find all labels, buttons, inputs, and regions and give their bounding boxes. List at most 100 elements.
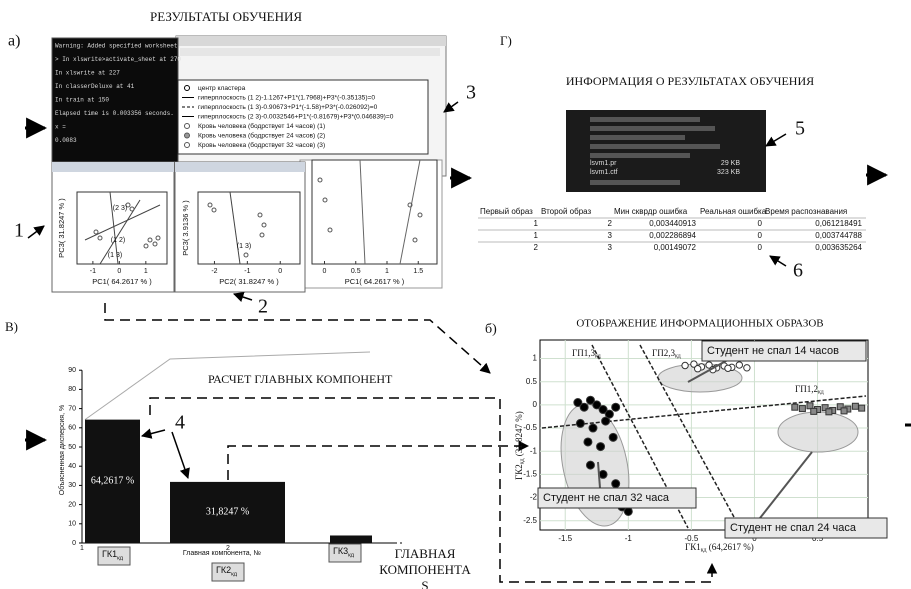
data-point: [624, 507, 632, 515]
table-cell: 1: [534, 219, 539, 228]
legend-entry: Студент не спал 32 часа: [543, 492, 670, 504]
bar-value-label: 31,8247 %: [206, 507, 249, 518]
data-point: [859, 405, 865, 411]
data-point: [682, 362, 688, 368]
plot-annotation: (2 3): [113, 205, 127, 212]
legend-swatch: [185, 143, 190, 148]
console-line: Warning: Added specified worksheet.: [55, 43, 181, 50]
x-axis-label: PC1( 64.2617 % ): [345, 277, 405, 286]
panel-label: В): [5, 319, 18, 334]
data-point: [799, 406, 805, 412]
legend-entry: Кровь человека (бодрствует 14 часов) (1): [198, 122, 325, 130]
legend-entry: Кровь человека (бодрствует 24 часов) (2): [198, 131, 325, 139]
table-cell: 0: [758, 231, 763, 240]
data-point: [792, 404, 798, 410]
cluster-region: [778, 412, 858, 452]
console-line: x =: [55, 124, 66, 131]
legend-entry: гиперплоскость (1 2)-1.1267+P1*(1.7968)+…: [198, 94, 375, 101]
data-point: [576, 419, 584, 427]
plot-annotation: (1 3): [237, 243, 251, 250]
y-tick-label: 30: [68, 482, 76, 489]
legend-entry: гиперплоскость (1 3)-0.90673+P1*(-1.58)+…: [198, 104, 378, 111]
bar: [330, 535, 372, 543]
data-point: [612, 480, 620, 488]
callout-number: 5: [795, 118, 805, 140]
y-axis-label: PC3( 3.9136 % ): [181, 200, 190, 256]
table-cell: 0,003635264: [815, 243, 862, 252]
x-tick-label: 0: [117, 268, 121, 275]
callout-number: 2: [258, 296, 268, 318]
console-line: In classerDeluxe at 41: [55, 83, 135, 90]
table-cell: 1: [534, 231, 539, 240]
console-line: Elapsed time is 0.003356 seconds.: [55, 110, 174, 117]
axis-note: ГЛАВНАЯ: [395, 546, 456, 561]
legend-entry: центр кластера: [198, 85, 246, 92]
legend-entry: Студент не спал 14 часов: [707, 345, 839, 357]
y-tick-label: 40: [68, 463, 76, 470]
table-cell: 0,061218491: [815, 219, 862, 228]
panel-label: а): [8, 33, 20, 50]
y-tick-label: 60: [68, 425, 76, 432]
y-tick-label: 0.5: [526, 377, 538, 386]
panel-label: Г): [500, 33, 512, 48]
x-tick-label: 0: [323, 268, 327, 275]
x-tick-label: -1.5: [558, 534, 572, 543]
legend-swatch: [185, 133, 190, 138]
y-tick-label: -2: [530, 493, 538, 502]
data-point: [852, 403, 858, 409]
data-point: [586, 461, 594, 469]
y-tick-label: 50: [68, 444, 76, 451]
data-point: [580, 403, 588, 411]
data-point: [589, 424, 597, 432]
table-cell: 0,00149072: [654, 243, 697, 252]
figure: РЕЗУЛЬТАТЫ ОБУЧЕНИЯ а) Warning: Added spec…: [0, 0, 911, 589]
table-cell: 0,003440913: [649, 219, 696, 228]
panel-label: б): [485, 322, 497, 337]
panel-title: РЕЗУЛЬТАТЫ ОБУЧЕНИЯ: [150, 9, 302, 24]
callout-number: 3: [466, 82, 476, 104]
y-tick-label: -1: [530, 446, 538, 455]
x-tick-label: -1: [90, 268, 96, 275]
panel-title: РАСЧЕТ ГЛАВНЫХ КОМПОНЕНТ: [208, 372, 393, 386]
y-tick-label: 10: [68, 521, 76, 528]
y-tick-label: 20: [68, 501, 76, 508]
table-cell: 2: [534, 243, 539, 252]
legend-swatch: [185, 86, 190, 91]
file-size: 29 KB: [721, 160, 740, 167]
x-tick-label: 0: [278, 268, 282, 275]
legend-entry: Студент не спал 24 часа: [730, 522, 857, 534]
callout-number: 4: [175, 412, 185, 434]
data-point: [597, 443, 605, 451]
table-cell: 0: [758, 243, 763, 252]
x-tick-label: 1: [144, 268, 148, 275]
y-tick-label: 90: [68, 367, 76, 374]
legend-entry: Кровь человека (бодрствует 32 часов) (3): [198, 141, 325, 149]
file-name: lsvm1.pr: [590, 160, 617, 167]
table-cell: 3: [608, 231, 613, 240]
data-point: [694, 366, 700, 372]
axis-note: КОМПОНЕНТА: [379, 562, 471, 577]
file-name: lsvm1.ctf: [590, 169, 618, 176]
plot-annotation: (1 2): [111, 237, 125, 244]
x-axis-label: PC1( 64.2617 % ): [92, 277, 152, 286]
data-point: [811, 408, 817, 414]
x-tick-label: 2: [226, 545, 230, 552]
x-axis-label: PC2( 31.8247 % ): [219, 277, 279, 286]
console-line: > In xlswrite>activate_sheet at 270: [55, 56, 181, 63]
data-point: [841, 408, 847, 414]
x-tick-label: 1: [385, 268, 389, 275]
callout-number: 1: [14, 220, 24, 242]
x-tick-label: -1: [244, 268, 250, 275]
y-tick-label: -0.5: [523, 423, 537, 432]
x-tick-label: 1: [80, 545, 84, 552]
data-point: [826, 409, 832, 415]
table-cell: 0: [758, 219, 763, 228]
y-tick-label: -2.5: [523, 516, 537, 525]
data-point: [584, 438, 592, 446]
x-axis-label: Главная компонента, №: [183, 550, 261, 557]
table-header: Реальная ошибка: [700, 207, 767, 216]
file-size: 323 KB: [717, 169, 740, 176]
x-axis-label: ГК1кд (64,2617 %): [685, 542, 754, 554]
data-point: [609, 433, 617, 441]
bar-value-label: 64,2617 %: [91, 476, 134, 487]
